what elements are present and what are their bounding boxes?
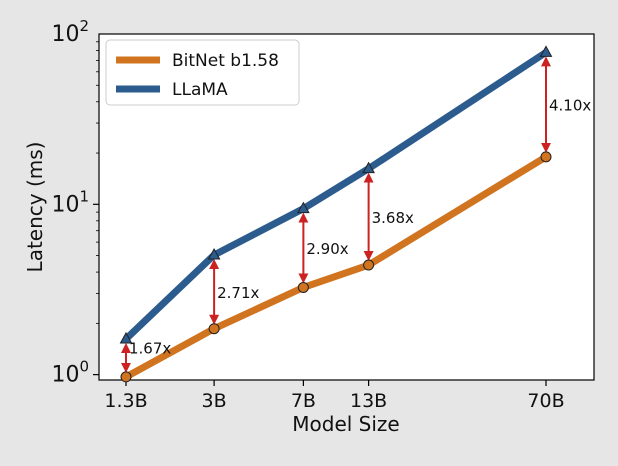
x-tick-label-0: 1.3B bbox=[104, 390, 147, 412]
x-tick-label-2: 7B bbox=[291, 390, 316, 412]
x-axis-ticks: 1.3B 3B 7B 13B 70B bbox=[104, 380, 565, 412]
y-axis-label: Latency (ms) bbox=[23, 142, 47, 273]
speedup-label-3: 3.68x bbox=[372, 209, 414, 227]
speedup-arrows bbox=[121, 56, 551, 373]
x-tick-label-1: 3B bbox=[202, 390, 227, 412]
bitnet-point-1 bbox=[208, 323, 220, 335]
speedup-label-2: 2.90x bbox=[306, 240, 348, 258]
bitnet-point-4 bbox=[540, 151, 552, 163]
bitnet-point-0 bbox=[120, 371, 132, 383]
llama-point-2 bbox=[297, 201, 310, 214]
bitnet-point-2 bbox=[297, 281, 309, 293]
llama-point-1 bbox=[207, 247, 221, 260]
llama-point-4 bbox=[539, 45, 553, 57]
x-tick-label-4: 70B bbox=[527, 390, 564, 412]
legend: BitNet b1.58 LLaMA bbox=[105, 39, 300, 106]
llama-point-0 bbox=[119, 331, 133, 344]
y-tick-label-1: 101 bbox=[51, 187, 89, 217]
speedup-label-0: 1.67x bbox=[129, 340, 171, 358]
y-axis-ticks: 100 101 102 bbox=[51, 17, 99, 388]
bitnet-point-3 bbox=[363, 259, 375, 271]
y-tick-label-0: 100 bbox=[51, 358, 89, 388]
legend-label-bitnet: BitNet b1.58 bbox=[172, 51, 279, 71]
speedup-label-4: 4.10x bbox=[549, 97, 591, 115]
y-tick-label-2: 102 bbox=[51, 17, 89, 47]
x-tick-label-3: 13B bbox=[350, 390, 387, 412]
x-axis-label: Model Size bbox=[292, 412, 399, 436]
legend-label-llama: LLaMA bbox=[172, 80, 228, 100]
series-markers bbox=[119, 45, 553, 383]
llama-point-3 bbox=[362, 161, 375, 174]
speedup-label-1: 2.71x bbox=[217, 284, 259, 302]
speedup-labels: 1.67x 2.71x 2.90x 3.68x 4.10x bbox=[129, 97, 591, 358]
